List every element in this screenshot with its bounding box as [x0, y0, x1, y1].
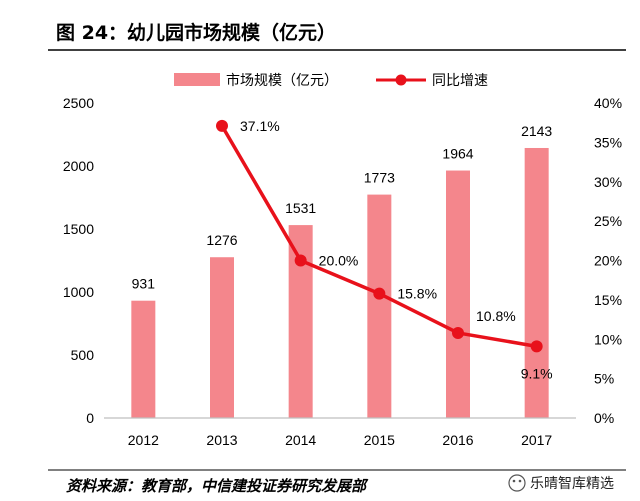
right-tick-label: 40% — [594, 95, 622, 111]
growth-point — [452, 326, 464, 339]
legend-bar-label: 市场规模（亿元） — [226, 72, 338, 89]
legend: 市场规模（亿元） 同比增速 — [174, 72, 488, 89]
growth-value-label: 37.1% — [240, 118, 280, 134]
left-tick-label: 0 — [86, 410, 94, 426]
legend-line-label: 同比增速 — [432, 73, 488, 89]
bar — [131, 300, 156, 418]
legend-bar-swatch — [174, 73, 220, 86]
bar-value-label: 1964 — [442, 146, 473, 162]
bar — [524, 147, 549, 418]
chart-title: 图 24：幼儿园市场规模（亿元） — [56, 21, 336, 44]
bar-value-label: 1773 — [364, 170, 395, 186]
x-tick-label: 2017 — [521, 432, 552, 448]
source-note: 资料来源：教育部，中信建投证券研究发展部 — [66, 477, 369, 495]
legend-line-marker — [395, 74, 407, 86]
right-tick-label: 15% — [594, 292, 622, 308]
bar — [210, 257, 234, 418]
x-tick-label: 2016 — [442, 432, 473, 448]
x-tick-label: 2013 — [206, 432, 237, 448]
left-tick-label: 2000 — [63, 158, 94, 174]
x-tick-label: 2012 — [128, 432, 159, 448]
growth-point — [373, 287, 386, 300]
growth-value-label: 9.1% — [521, 365, 553, 381]
left-tick-label: 1000 — [63, 284, 94, 300]
x-tick-label: 2015 — [364, 432, 395, 448]
growth-point — [294, 254, 307, 267]
right-tick-label: 25% — [594, 213, 622, 229]
watermark: 乐晴智库精选 — [508, 474, 614, 492]
bar — [288, 225, 313, 418]
growth-value-label: 15.8% — [397, 286, 437, 302]
bar-series: 931 1276 1531 1773 1964 2143 — [131, 123, 552, 418]
right-tick-label: 0% — [594, 410, 614, 426]
right-tick-label: 35% — [594, 134, 622, 150]
growth-point — [530, 340, 543, 353]
wechat-icon — [508, 474, 526, 492]
x-axis: 2012 2013 2014 2015 2016 2017 — [104, 417, 576, 448]
right-tick-label: 5% — [594, 371, 614, 387]
growth-point — [216, 119, 228, 132]
bar-value-label: 1276 — [206, 232, 237, 248]
bar — [446, 170, 470, 418]
right-tick-label: 30% — [594, 174, 622, 190]
x-tick-label: 2014 — [285, 432, 316, 448]
bar — [367, 194, 392, 418]
left-tick-label: 2500 — [63, 95, 94, 111]
right-tick-label: 20% — [594, 253, 622, 269]
bar-value-label: 2143 — [521, 123, 552, 139]
left-axis: 0 500 1000 1500 2000 2500 — [63, 95, 94, 426]
left-tick-label: 1500 — [63, 221, 94, 237]
right-tick-label: 10% — [594, 331, 622, 347]
growth-value-label: 20.0% — [319, 253, 359, 269]
line-series: 37.1% 20.0% 15.8% 10.8% 9.1% — [216, 118, 553, 381]
right-axis: 0% 5% 10% 15% 20% 25% 30% 35% 40% — [594, 95, 622, 426]
watermark-text: 乐晴智库精选 — [530, 476, 614, 492]
growth-value-label: 10.8% — [476, 308, 516, 324]
bar-value-label: 1531 — [285, 200, 316, 216]
left-tick-label: 500 — [71, 347, 95, 363]
bar-value-label: 931 — [132, 276, 156, 292]
